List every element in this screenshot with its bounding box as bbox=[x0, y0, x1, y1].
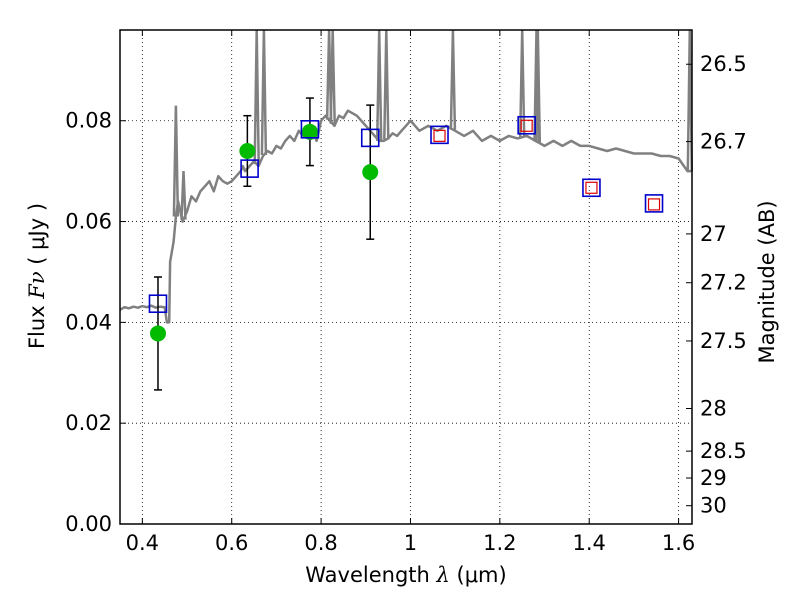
y-tick-label: 0.02 bbox=[65, 411, 112, 435]
y2-axis-label: Magnitude (AB) bbox=[755, 200, 779, 363]
plot-frame bbox=[119, 29, 693, 525]
model-blue-squares bbox=[148, 115, 664, 314]
model-red-squares bbox=[433, 119, 661, 211]
x-axis-label: Wavelength λ (μm) bbox=[305, 563, 506, 587]
x-axis-ticks: 0.4 0.6 0.8 1 1.2 1.4 1.6 bbox=[126, 30, 695, 555]
model-blue-square bbox=[430, 125, 449, 145]
x-tick-label: 1.6 bbox=[662, 531, 695, 555]
x-tick-label: 0.6 bbox=[215, 531, 248, 555]
x-tick-label: 1.2 bbox=[483, 531, 516, 555]
y-axis-ticks: 0.00 0.02 0.04 0.06 0.08 bbox=[65, 109, 126, 536]
y-tick-label: 0.04 bbox=[65, 310, 112, 334]
y2-axis-ticks: 26.5 26.7 27 27.2 27.5 28 28.5 29 30 bbox=[686, 52, 747, 518]
model-blue-square bbox=[148, 294, 168, 314]
model-blue-square bbox=[582, 178, 601, 198]
y2-tick-label: 26.5 bbox=[700, 52, 747, 76]
model-blue-square bbox=[300, 120, 320, 139]
x-tick-label: 1 bbox=[404, 531, 417, 555]
model-red-square bbox=[433, 129, 446, 142]
observed-point bbox=[239, 142, 256, 159]
y-axis-label: Flux Fν ( μJy ) bbox=[25, 203, 49, 349]
model-red-square bbox=[647, 198, 661, 211]
model-blue-square bbox=[644, 194, 664, 213]
observed-point bbox=[301, 123, 318, 140]
emission-line-spike bbox=[180, 171, 187, 220]
model-blue-square bbox=[360, 128, 380, 148]
observed-points bbox=[149, 123, 379, 342]
y-tick-label: 0.06 bbox=[65, 210, 112, 234]
model-blue-square bbox=[240, 159, 259, 178]
y2-tick-label: 30 bbox=[700, 494, 727, 518]
y2-tick-label: 26.7 bbox=[700, 130, 747, 154]
y2-tick-label: 28.5 bbox=[700, 439, 747, 463]
y2-tick-label: 29 bbox=[700, 466, 727, 490]
emission-line-spike bbox=[172, 105, 180, 217]
observed-point bbox=[362, 164, 379, 181]
y2-tick-label: 27 bbox=[700, 222, 727, 246]
y2-tick-label: 27.5 bbox=[700, 329, 747, 353]
x-tick-label: 1.4 bbox=[573, 531, 606, 555]
y-tick-label: 0.08 bbox=[65, 109, 112, 133]
model-red-square bbox=[520, 119, 533, 132]
y2-tick-label: 28 bbox=[700, 397, 727, 421]
model-red-square bbox=[585, 181, 598, 194]
x-tick-label: 0.8 bbox=[304, 531, 337, 555]
model-blue-square bbox=[517, 115, 536, 135]
y-tick-label: 0.00 bbox=[65, 512, 112, 536]
y2-tick-label: 27.2 bbox=[700, 271, 747, 295]
observed-point bbox=[149, 325, 166, 342]
x-tick-label: 0.4 bbox=[126, 531, 159, 555]
